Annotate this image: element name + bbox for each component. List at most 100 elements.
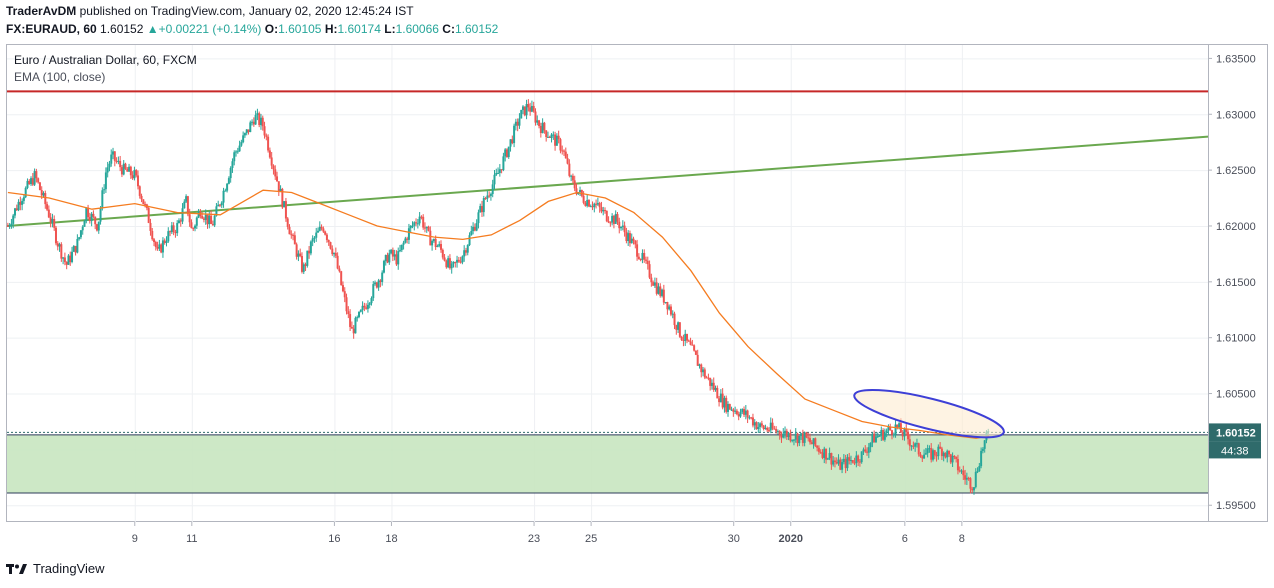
candle	[864, 445, 867, 454]
candle	[452, 261, 455, 268]
candle-body	[8, 225, 11, 227]
candle	[349, 309, 352, 332]
candle	[803, 431, 806, 447]
candle	[46, 201, 49, 212]
candle	[719, 389, 722, 403]
candle-body	[545, 130, 548, 138]
candle-body	[586, 200, 589, 206]
candle-body	[210, 215, 213, 224]
candle	[365, 303, 368, 310]
candle	[595, 199, 598, 209]
candle-body	[796, 433, 799, 444]
candle	[76, 234, 79, 254]
candle-body	[710, 382, 713, 386]
candle-body	[618, 221, 621, 229]
price-change: +0.00221 (+0.14%)	[158, 22, 262, 36]
highlight-ellipse-shape[interactable]	[851, 380, 1008, 447]
author-name[interactable]: TraderAvDM	[6, 4, 77, 18]
candle-body	[605, 210, 608, 222]
candle	[687, 339, 690, 342]
candle-body	[472, 226, 475, 232]
candle-body	[450, 263, 453, 269]
candle-body	[482, 198, 485, 213]
candle-body	[764, 427, 767, 429]
candle-body	[347, 311, 350, 315]
candle-body	[231, 161, 234, 168]
candle-body	[541, 122, 544, 134]
candle	[616, 212, 619, 225]
candle-body	[787, 433, 790, 438]
candle-body	[680, 336, 683, 340]
candle-body	[402, 242, 405, 245]
support-zone-fill[interactable]	[7, 434, 1208, 493]
candle	[489, 192, 492, 201]
footer-brand[interactable]: TradingView	[6, 561, 105, 576]
candle-body	[72, 245, 75, 252]
candle-body	[281, 188, 284, 208]
candle	[251, 119, 254, 126]
candle	[283, 201, 286, 208]
candle	[962, 465, 965, 480]
candle-body	[614, 214, 617, 224]
candle-body	[429, 230, 432, 246]
candle-body	[728, 404, 731, 410]
candle-body	[571, 175, 574, 181]
candle	[235, 150, 238, 157]
trend-drawings[interactable]	[6, 90, 1209, 433]
y-tick-label: 1.61000	[1216, 333, 1256, 345]
candle-body	[464, 250, 467, 253]
candle-body	[345, 297, 348, 312]
candle-body	[511, 139, 514, 144]
candle-body	[258, 113, 261, 125]
candle	[265, 133, 268, 141]
time-axis[interactable]: 9 11 16 18 23 25 30 2020 6 8	[132, 522, 965, 545]
candle	[47, 205, 50, 219]
candle-body	[309, 241, 312, 254]
candle	[133, 166, 136, 181]
candle	[358, 311, 361, 319]
candle-body	[739, 412, 742, 417]
candle-body	[416, 223, 419, 225]
candle	[762, 424, 765, 431]
countdown-text: 44:38	[1221, 445, 1249, 457]
candle	[627, 230, 630, 246]
candle-body	[664, 301, 667, 303]
candle-body	[621, 225, 624, 227]
candle	[423, 222, 426, 233]
candle	[869, 442, 872, 453]
candle-body	[858, 461, 861, 463]
highlight-ellipse[interactable]	[851, 380, 1008, 447]
candle-body	[283, 201, 286, 208]
trend-line[interactable]	[6, 135, 1209, 227]
candle-body	[338, 268, 341, 272]
candle-body	[646, 260, 649, 265]
candle	[92, 210, 95, 219]
candle	[247, 129, 250, 135]
candle-body	[546, 136, 549, 138]
candle	[325, 233, 328, 243]
candle	[589, 204, 592, 208]
candle	[222, 187, 225, 208]
candle	[440, 240, 443, 253]
candle-body	[165, 241, 168, 243]
candle	[901, 430, 904, 441]
low-label: L:	[384, 22, 396, 36]
support-zone[interactable]	[7, 434, 1208, 494]
candle	[780, 431, 783, 443]
chart-legend-title: Euro / Australian Dollar, 60, FXCM	[14, 53, 197, 67]
candle-body	[650, 277, 653, 283]
candle-body	[857, 455, 860, 462]
candle	[240, 139, 243, 147]
chart-legend-indicator[interactable]: EMA (100, close)	[14, 70, 106, 84]
candle	[33, 168, 36, 187]
candle	[759, 422, 762, 433]
candle	[561, 145, 564, 155]
candle	[885, 428, 888, 438]
candle	[529, 102, 532, 116]
candle	[976, 467, 979, 474]
candle	[878, 434, 881, 437]
candle-body	[384, 255, 387, 261]
candle-body	[677, 322, 680, 330]
price-axis[interactable]: 1.63500 1.63000 1.62500 1.62000 1.61500 1.610…	[1208, 53, 1256, 512]
